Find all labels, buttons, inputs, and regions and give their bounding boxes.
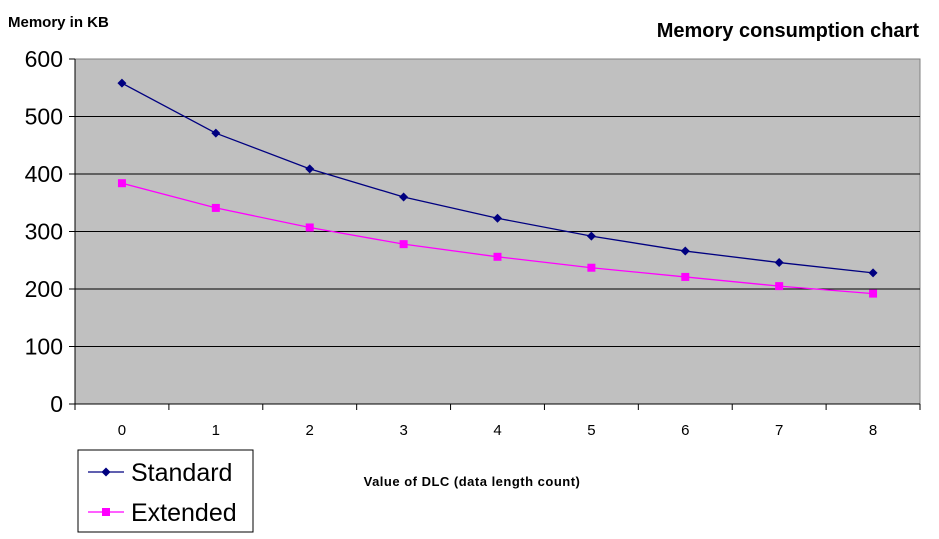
y-tick-label: 500 [25,104,63,130]
y-tick-label: 200 [25,276,63,302]
x-tick-label: 2 [306,422,314,439]
x-tick-labels: 0 1 2 3 4 5 6 7 8 [118,422,877,439]
data-point-extended [117,179,126,188]
x-tick-label: 0 [118,422,126,439]
y-tick-label: 600 [25,46,63,72]
y-tick-label: 0 [50,391,63,417]
legend: Standard Extended [77,449,254,533]
x-tick-label: 1 [212,422,220,439]
y-tick-label: 300 [25,219,63,245]
x-axis-label: Value of DLC (data length count) [364,474,581,489]
x-tick-label: 3 [399,422,407,439]
data-point-extended [493,252,502,261]
data-point-standard [868,268,878,278]
data-point-standard [774,258,784,268]
y-tick-labels: 0 100 200 300 400 500 600 [25,46,63,417]
legend-box [77,449,254,533]
x-tick-label: 6 [681,422,689,439]
data-point-extended [399,240,408,249]
data-point-extended [305,223,314,232]
x-tick-label: 4 [493,422,501,439]
data-point-standard [493,213,502,223]
data-point-standard [211,128,221,138]
x-tick-label: 7 [775,422,783,439]
data-point-extended [775,282,784,291]
legend-marker-standard [101,467,111,477]
legend-label-standard: Standard [131,459,232,487]
data-point-extended [211,203,220,212]
data-point-extended [587,263,596,272]
x-tick-label: 5 [587,422,595,439]
legend-marker-extended [102,508,110,516]
data-point-standard [586,231,596,241]
series-group [117,78,878,298]
data-point-standard [680,246,690,256]
data-point-extended [869,289,878,298]
axes [69,58,921,410]
data-point-extended [681,272,690,281]
y-tick-label: 400 [25,161,63,187]
data-point-standard [399,192,409,202]
legend-label-extended: Extended [131,499,237,527]
x-tick-label: 8 [869,422,877,439]
data-point-standard [117,78,127,88]
y-axis-label: Memory in KB [8,14,109,31]
chart-title: Memory consumption chart [657,20,920,42]
data-point-standard [305,164,315,174]
y-tick-label: 100 [25,334,63,360]
